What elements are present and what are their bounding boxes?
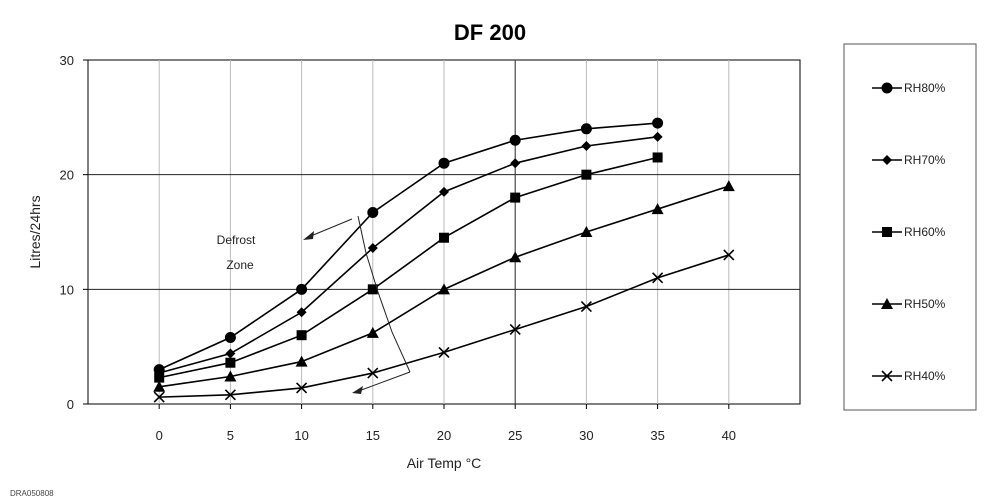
data-point	[652, 272, 664, 284]
data-point	[438, 346, 450, 358]
defrost-zone-label-line1: Defrost	[217, 233, 256, 247]
data-point	[652, 117, 664, 129]
x-tick-label: 30	[579, 428, 593, 443]
data-point	[722, 180, 735, 192]
data-point	[723, 249, 735, 261]
x-tick-label: 40	[722, 428, 736, 443]
data-point	[296, 382, 308, 394]
x-tick-label: 5	[227, 428, 234, 443]
data-point	[509, 251, 522, 263]
data-point	[652, 131, 663, 142]
data-point	[367, 207, 379, 219]
data-point	[509, 323, 521, 336]
legend-marker	[881, 298, 893, 309]
data-point	[439, 186, 449, 197]
data-point	[225, 357, 236, 368]
data-point	[295, 355, 308, 367]
defrost-zone-annotation: Defrost Zone	[217, 215, 411, 394]
data-point	[225, 348, 236, 359]
defrost-zone-bracket	[357, 215, 411, 373]
legend-entry: RH70%	[872, 153, 946, 167]
data-point	[367, 284, 378, 295]
series-RH50%	[153, 180, 735, 392]
defrost-zone-label-line2: Zone	[226, 258, 254, 272]
y-axis-ticks: 0 10 20 30	[60, 53, 88, 412]
data-point	[509, 134, 521, 146]
x-axis-ticks: 0 5 10 15 20 25 30 35 40	[156, 404, 736, 443]
data-point	[366, 326, 379, 338]
data-point	[296, 283, 308, 295]
data-point	[581, 141, 592, 151]
data-point	[652, 152, 663, 163]
data-point	[224, 331, 236, 343]
data-point	[153, 380, 166, 392]
x-axis-label: Air Temp °C	[407, 455, 482, 471]
series-line	[158, 122, 658, 371]
legend-marker	[882, 227, 892, 237]
defrost-zone-arrowhead-lower	[352, 386, 363, 394]
series-line	[158, 136, 658, 374]
legend-entry: RH80%	[872, 81, 946, 95]
data-point	[439, 232, 449, 243]
series-RH40%	[153, 249, 735, 403]
legend-label: RH40%	[904, 369, 946, 383]
data-point	[296, 307, 307, 318]
data-point	[154, 372, 165, 383]
series-line	[159, 156, 658, 379]
y-tick-label: 10	[60, 282, 74, 297]
data-point	[580, 300, 592, 313]
legend-label: RH60%	[904, 225, 946, 239]
data-point	[438, 157, 450, 169]
series-layer	[153, 117, 735, 403]
data-point	[224, 370, 237, 382]
defrost-zone-arrow-lower	[355, 371, 411, 393]
data-point	[367, 367, 379, 379]
defrost-zone-arrowhead-upper	[303, 231, 314, 240]
data-point	[153, 391, 165, 403]
x-tick-label: 25	[508, 428, 522, 443]
legend-marker	[881, 370, 893, 382]
data-point	[651, 203, 664, 215]
legend-label: RH50%	[904, 297, 946, 311]
data-point	[224, 389, 236, 401]
legend-entry: RH60%	[872, 225, 946, 239]
data-point	[510, 192, 521, 203]
x-tick-label: 10	[294, 428, 308, 443]
legend-label: RH70%	[904, 153, 946, 167]
legend-marker	[882, 155, 892, 165]
data-point	[438, 283, 450, 295]
x-tick-label: 20	[437, 428, 451, 443]
legend-label: RH80%	[904, 81, 946, 95]
data-point	[367, 243, 378, 254]
legend: RH80% RH70% RH60% RH50% RH40%	[872, 81, 946, 383]
data-point	[580, 226, 593, 237]
chart-title: DF 200	[454, 20, 526, 45]
data-point	[581, 169, 592, 180]
data-point	[580, 123, 592, 135]
y-axis-label: Litres/24hrs	[27, 195, 43, 268]
legend-box	[843, 43, 977, 411]
y-tick-label: 0	[67, 397, 74, 412]
defrost-zone-arrow-upper	[305, 218, 353, 239]
x-tick-label: 15	[366, 428, 380, 443]
document-code: DRA050808	[10, 489, 54, 498]
x-tick-label: 0	[156, 428, 163, 443]
data-point	[296, 330, 307, 341]
y-tick-label: 30	[60, 53, 74, 68]
legend-marker	[881, 82, 893, 94]
legend-entry: RH50%	[872, 297, 946, 311]
series-RH60%	[154, 152, 663, 383]
y-tick-label: 20	[60, 168, 74, 183]
legend-entry: RH40%	[872, 369, 946, 383]
data-point	[510, 158, 521, 169]
x-tick-label: 35	[650, 428, 664, 443]
